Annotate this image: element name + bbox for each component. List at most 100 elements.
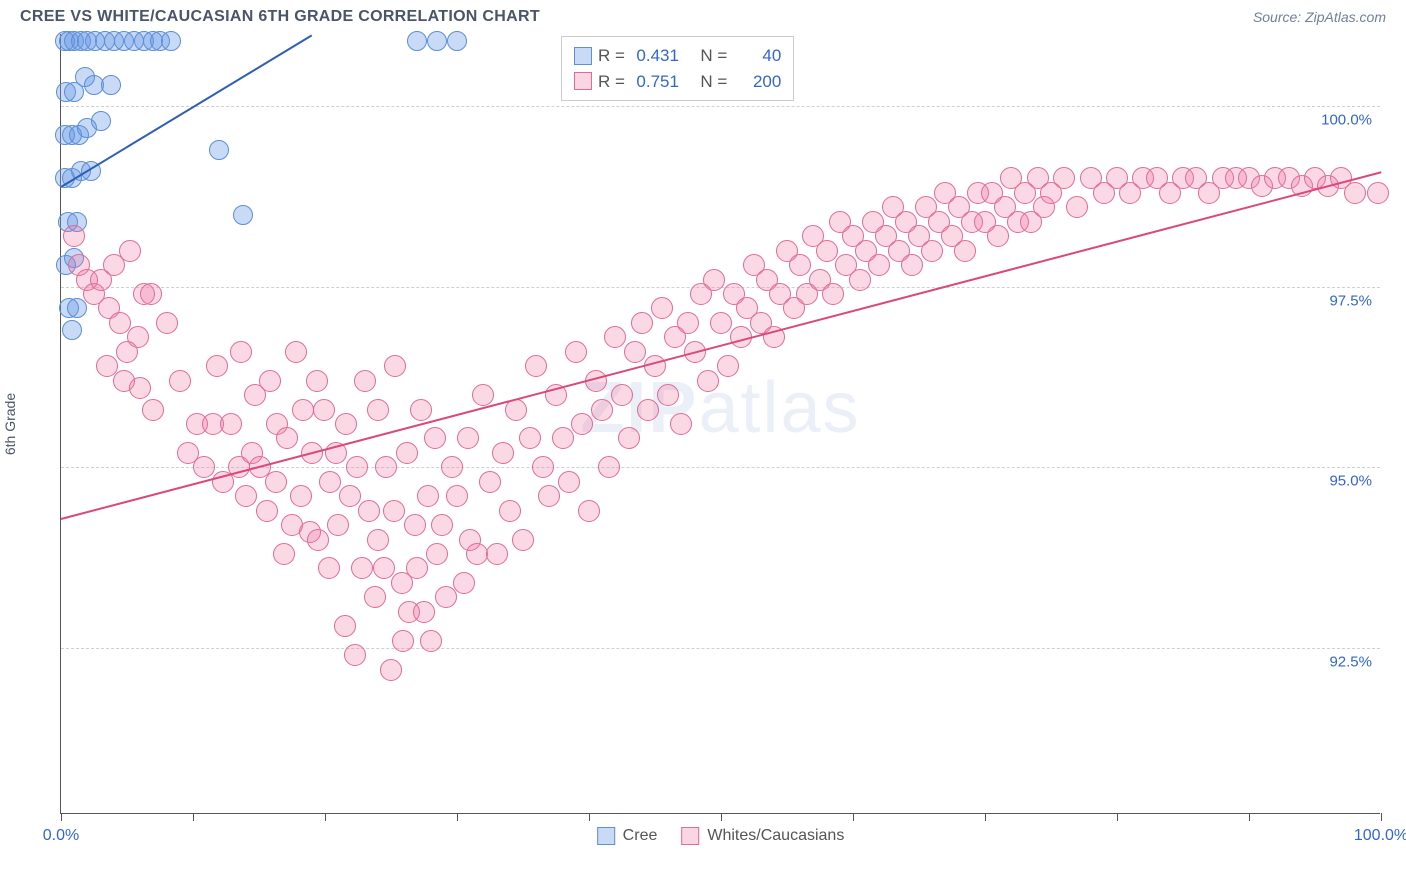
xtick: [721, 813, 722, 821]
stats-row: R =0.431 N =40: [574, 43, 781, 69]
data-point: [334, 615, 356, 637]
data-point: [651, 297, 673, 319]
xtick: [1381, 813, 1382, 821]
data-point: [327, 514, 349, 536]
data-point: [396, 442, 418, 464]
data-point: [424, 427, 446, 449]
data-point: [710, 312, 732, 334]
data-point: [319, 471, 341, 493]
xlabel-min: 0.0%: [43, 827, 79, 845]
data-point: [426, 543, 448, 565]
data-point: [119, 240, 141, 262]
data-point: [193, 456, 215, 478]
data-point: [499, 500, 521, 522]
data-point: [410, 399, 432, 421]
chart-source: Source: ZipAtlas.com: [1253, 9, 1386, 25]
legend-item: Cree: [597, 827, 658, 845]
data-point: [91, 111, 111, 131]
xtick: [589, 813, 590, 821]
xtick: [457, 813, 458, 821]
data-point: [358, 500, 380, 522]
data-point: [427, 31, 447, 51]
data-point: [571, 413, 593, 435]
data-point: [624, 341, 646, 363]
data-point: [598, 456, 620, 478]
stat-r-value: 0.431: [631, 43, 679, 69]
data-point: [987, 225, 1009, 247]
data-point: [453, 572, 475, 594]
data-point: [233, 205, 253, 225]
data-point: [1066, 196, 1088, 218]
data-point: [413, 601, 435, 623]
data-point: [532, 456, 554, 478]
data-point: [431, 514, 453, 536]
data-point: [631, 312, 653, 334]
legend: CreeWhites/Caucasians: [597, 827, 845, 845]
stat-n-label: N =: [700, 43, 727, 69]
data-point: [383, 500, 405, 522]
data-point: [292, 399, 314, 421]
data-point: [318, 557, 340, 579]
xtick: [1249, 813, 1250, 821]
data-point: [351, 557, 373, 579]
data-point: [344, 644, 366, 666]
data-point: [822, 283, 844, 305]
data-point: [512, 529, 534, 551]
data-point: [161, 31, 181, 51]
data-point: [142, 399, 164, 421]
data-point: [921, 240, 943, 262]
legend-swatch: [681, 827, 699, 845]
legend-swatch: [597, 827, 615, 845]
data-point: [367, 399, 389, 421]
stat-r-label: R =: [598, 43, 625, 69]
data-point: [313, 399, 335, 421]
data-point: [868, 254, 890, 276]
data-point: [457, 427, 479, 449]
data-point: [273, 543, 295, 565]
data-point: [519, 427, 541, 449]
chart-wrapper: 6th Grade ZIPatlas R =0.431 N =40R =0.75…: [20, 34, 1386, 814]
data-point: [611, 384, 633, 406]
data-point: [816, 240, 838, 262]
data-point: [367, 529, 389, 551]
xtick: [61, 813, 62, 821]
data-point: [417, 485, 439, 507]
legend-swatch: [574, 72, 592, 90]
gridline: [61, 106, 1380, 107]
data-point: [591, 399, 613, 421]
data-point: [235, 485, 257, 507]
data-point: [169, 370, 191, 392]
stat-n-value: 200: [733, 69, 781, 95]
data-point: [492, 442, 514, 464]
data-point: [657, 384, 679, 406]
legend-swatch: [574, 47, 592, 65]
data-point: [1367, 182, 1389, 204]
data-point: [618, 427, 640, 449]
gridline: [61, 648, 1380, 649]
data-point: [538, 485, 560, 507]
ytick-label: 92.5%: [1329, 653, 1372, 670]
data-point: [644, 355, 666, 377]
ytick-label: 95.0%: [1329, 473, 1372, 490]
data-point: [346, 456, 368, 478]
xlabel-max: 100.0%: [1354, 827, 1406, 845]
legend-label: Cree: [623, 827, 658, 845]
data-point: [206, 355, 228, 377]
data-point: [380, 659, 402, 681]
data-point: [364, 586, 386, 608]
stat-r-value: 0.751: [631, 69, 679, 95]
data-point: [954, 240, 976, 262]
data-point: [420, 630, 442, 652]
data-point: [335, 413, 357, 435]
data-point: [472, 384, 494, 406]
data-point: [446, 485, 468, 507]
data-point: [578, 500, 600, 522]
data-point: [230, 341, 252, 363]
data-point: [265, 471, 287, 493]
data-point: [285, 341, 307, 363]
data-point: [67, 298, 87, 318]
data-point: [1344, 182, 1366, 204]
stats-row: R =0.751 N =200: [574, 69, 781, 95]
data-point: [604, 326, 626, 348]
data-point: [1053, 167, 1075, 189]
